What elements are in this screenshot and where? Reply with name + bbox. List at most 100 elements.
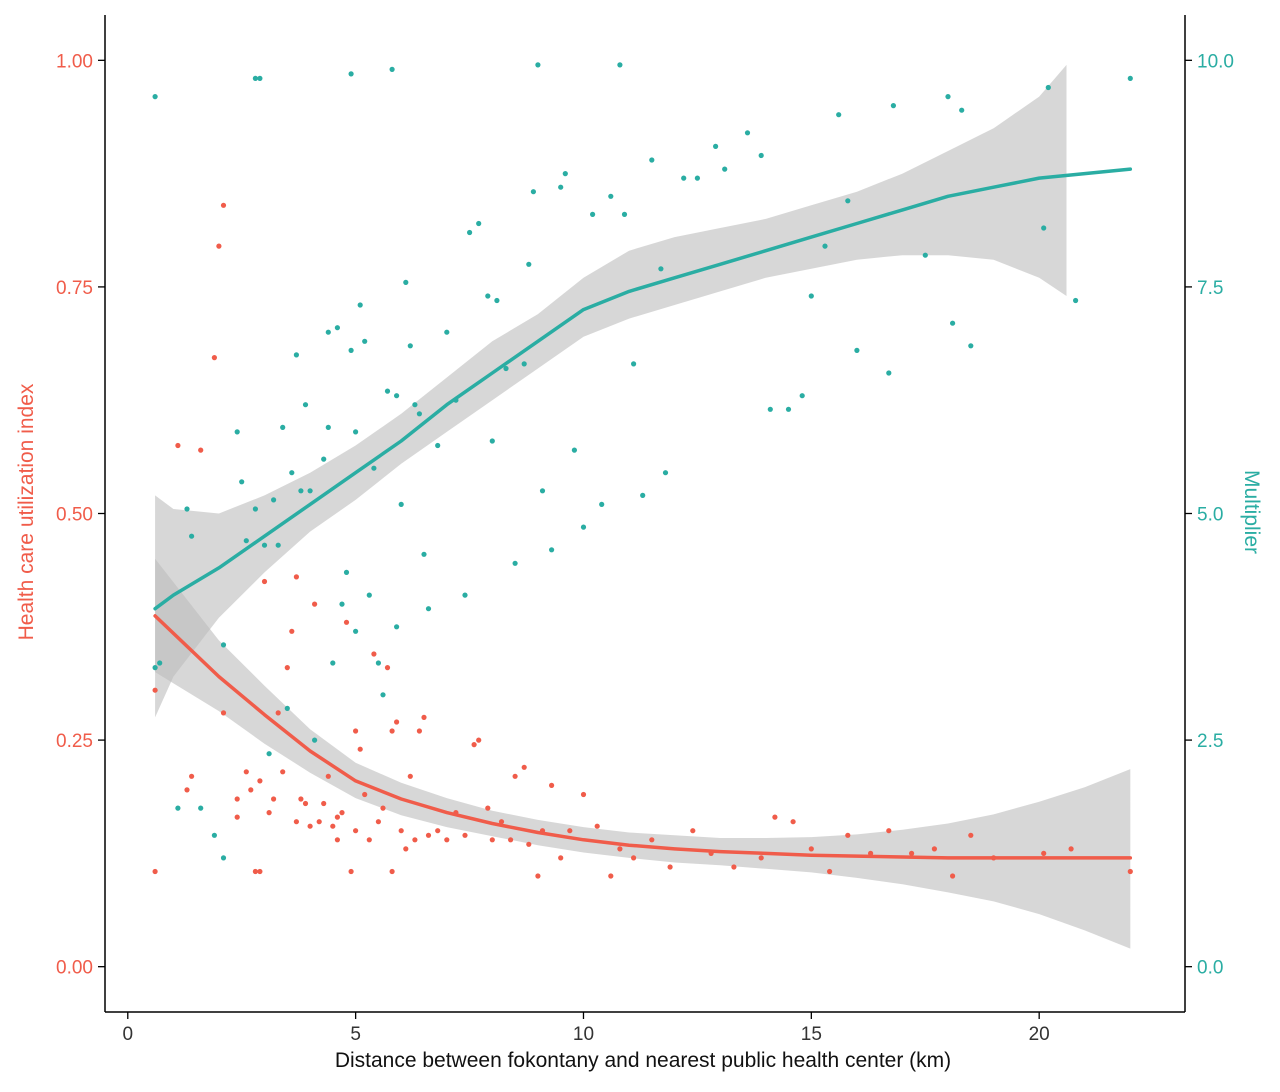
utilization-point xyxy=(567,828,573,834)
right-y-axis-label: Multiplier xyxy=(1240,470,1263,554)
multiplier-point xyxy=(312,737,318,743)
x-tick-label: 0 xyxy=(122,1024,133,1045)
utilization-point xyxy=(1127,868,1133,875)
multiplier-point xyxy=(416,411,422,417)
multiplier-point xyxy=(662,470,669,476)
multiplier-point xyxy=(302,402,309,408)
multiplier-point xyxy=(321,456,327,462)
multiplier-point xyxy=(403,279,409,285)
multiplier-point xyxy=(284,705,290,712)
utilization-point xyxy=(152,687,158,693)
utilization-point xyxy=(198,447,204,453)
utilization-point xyxy=(339,810,345,816)
multiplier-point xyxy=(339,601,345,607)
utilization-point xyxy=(189,773,195,779)
multiplier-point xyxy=(512,560,518,566)
multiplier-point xyxy=(157,660,163,666)
utilization-point xyxy=(649,837,655,843)
multiplier-point xyxy=(854,347,860,353)
multiplier-point xyxy=(799,393,805,399)
utilization-point xyxy=(211,355,217,361)
multiplier-point xyxy=(220,855,227,861)
multiplier-point xyxy=(617,62,623,68)
utilization-point xyxy=(257,868,263,875)
utilization-point xyxy=(403,846,409,852)
utilization-point xyxy=(384,665,391,671)
utilization-point xyxy=(275,710,281,716)
fit-lines xyxy=(153,167,1133,860)
utilization-point xyxy=(343,619,350,625)
multiplier-point xyxy=(1041,225,1047,231)
utilization-point xyxy=(521,764,527,770)
utilization-point xyxy=(234,814,240,820)
utilization-point xyxy=(790,819,796,825)
multiplier-point xyxy=(658,266,664,272)
utilization-point xyxy=(234,796,240,802)
utilization-point xyxy=(631,855,637,861)
utilization-point xyxy=(280,769,286,775)
utilization-point xyxy=(416,728,422,734)
utilization-point xyxy=(950,873,956,879)
multiplier-point xyxy=(298,488,304,494)
multiplier-point xyxy=(407,343,413,349)
utilization-point xyxy=(271,796,277,802)
utilization-point xyxy=(152,868,158,875)
multiplier-point xyxy=(152,94,158,100)
utilization-point xyxy=(325,773,331,779)
multiplier-point xyxy=(549,547,555,553)
multiplier-fit-line xyxy=(153,167,1133,611)
utilization-point xyxy=(257,778,263,784)
utilization-point xyxy=(284,665,290,671)
right-y-tick-label: 5.0 xyxy=(1197,505,1223,526)
multiplier-point xyxy=(389,66,395,72)
multiplier-point xyxy=(530,189,537,195)
utilization-point xyxy=(489,837,495,843)
multiplier-point xyxy=(353,628,359,634)
utilization-point xyxy=(375,819,381,825)
x-axis-label: Distance between fokontany and nearest p… xyxy=(335,1049,951,1072)
utilization-point xyxy=(886,828,892,834)
utilization-point xyxy=(827,868,833,875)
multiplier-point xyxy=(271,497,277,503)
multiplier-point xyxy=(435,442,441,449)
axis-ticks: 0 5 10 15 20 0.00 0.25 0.50 0.75 1.00 0.0 2.5 5.0 7.5… xyxy=(56,51,1234,1045)
utilization-point xyxy=(371,651,377,657)
utilization-point xyxy=(293,819,299,825)
multiplier-point xyxy=(152,665,158,671)
multiplier-point xyxy=(562,171,568,177)
multiplier-point xyxy=(1073,297,1079,304)
multiplier-point xyxy=(325,424,331,430)
multiplier-point xyxy=(348,347,354,353)
multiplier-point xyxy=(722,166,728,172)
utilization-point xyxy=(421,714,427,721)
multiplier-point xyxy=(959,107,965,113)
multiplier-point xyxy=(293,352,299,358)
scatter-points xyxy=(152,62,1133,879)
multiplier-point xyxy=(307,488,313,494)
multiplier-point xyxy=(289,470,295,476)
right-y-tick-label: 0.0 xyxy=(1197,958,1223,979)
left-y-tick-label: 0.75 xyxy=(56,278,93,299)
utilization-point xyxy=(508,837,514,843)
utilization-point xyxy=(549,782,555,789)
utilization-point xyxy=(307,823,313,829)
utilization-point xyxy=(476,737,482,743)
utilization-fit-line xyxy=(153,614,1133,860)
x-tick-label: 5 xyxy=(350,1024,361,1045)
utilization-point xyxy=(312,601,318,607)
multiplier-point xyxy=(444,329,450,335)
multiplier-point xyxy=(950,320,956,326)
utilization-point xyxy=(435,828,441,834)
utilization-point xyxy=(526,841,532,847)
utilization-point xyxy=(362,791,368,798)
multiplier-point xyxy=(494,297,500,304)
multiplier-point xyxy=(890,103,897,109)
right-y-tick-label: 7.5 xyxy=(1197,278,1223,299)
multiplier-point xyxy=(280,424,286,430)
multiplier-point xyxy=(1045,84,1051,91)
multiplier-point xyxy=(694,175,701,181)
multiplier-point xyxy=(539,488,546,494)
utilization-point xyxy=(535,873,541,879)
